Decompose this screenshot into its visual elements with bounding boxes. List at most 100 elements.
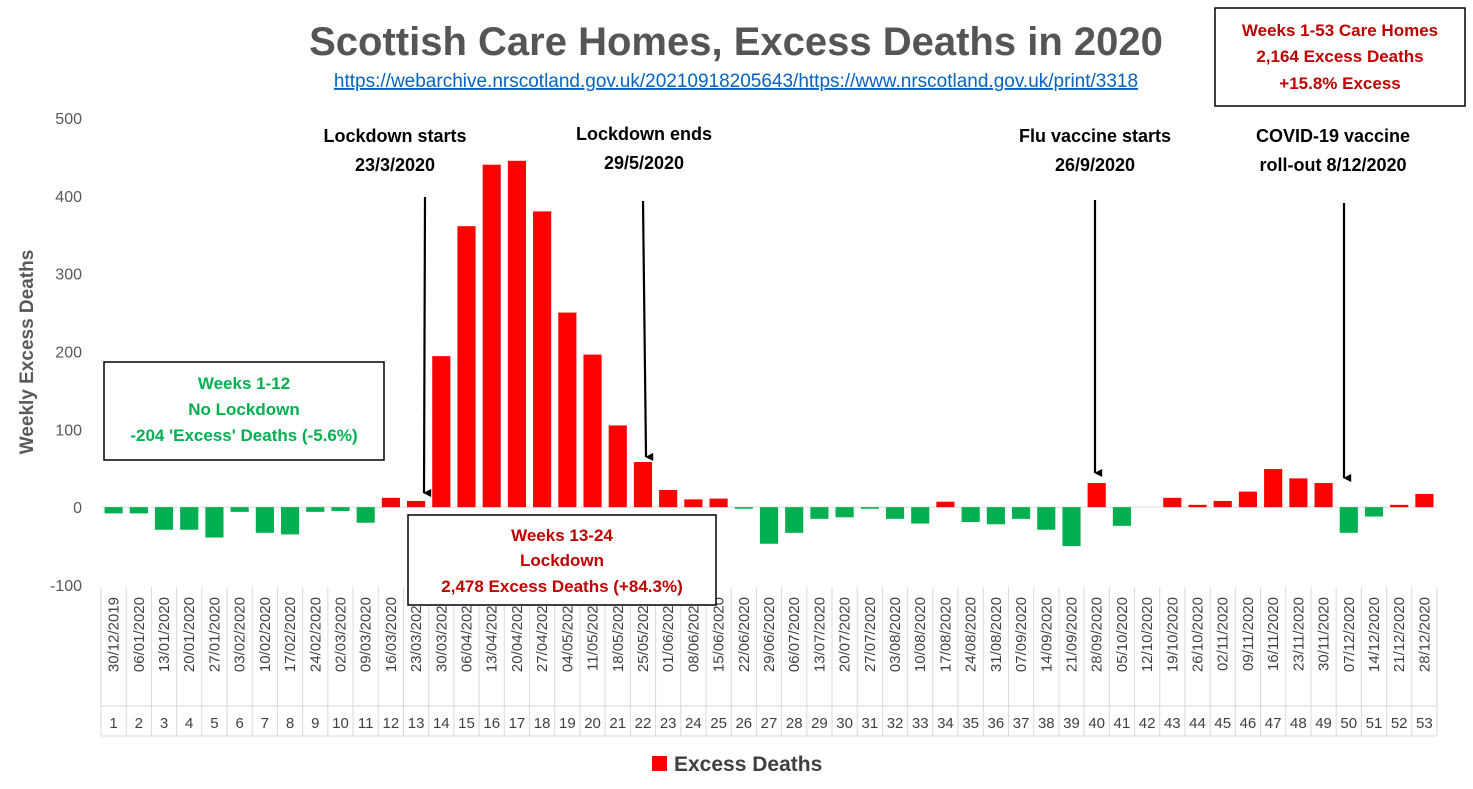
weeks-13-24-box: Weeks 13-24 Lockdown 2,478 Excess Deaths… bbox=[407, 514, 717, 606]
source-link[interactable]: https://webarchive.nrscotland.gov.uk/202… bbox=[334, 71, 1138, 92]
x-date-label: 14/12/2020 bbox=[1366, 597, 1383, 672]
bar bbox=[1289, 478, 1308, 508]
bar bbox=[280, 507, 300, 535]
bar bbox=[154, 507, 174, 530]
bar bbox=[381, 497, 400, 508]
x-date-label: 30/11/2020 bbox=[1316, 597, 1333, 671]
annotation-line2: roll-out 8/12/2020 bbox=[1259, 155, 1406, 175]
x-date-label: 26/10/2020 bbox=[1190, 597, 1207, 672]
x-date-label: 24/02/2020 bbox=[307, 597, 324, 672]
x-date-label: 21/09/2020 bbox=[1063, 597, 1080, 672]
bar bbox=[986, 507, 1005, 525]
x-date-label: 30/03/2020 bbox=[433, 597, 450, 672]
x-week-label: 17 bbox=[509, 715, 526, 732]
x-date-label: 16/03/2020 bbox=[383, 597, 400, 672]
bar bbox=[583, 354, 602, 508]
x-date-label: 15/06/2020 bbox=[711, 597, 728, 672]
bar bbox=[684, 499, 703, 508]
x-week-label: 48 bbox=[1290, 715, 1307, 732]
x-week-label: 5 bbox=[210, 715, 218, 732]
x-date-label: 22/06/2020 bbox=[736, 597, 753, 672]
y-tick-label: 200 bbox=[55, 345, 82, 362]
bar bbox=[482, 164, 501, 508]
x-week-label: 24 bbox=[685, 715, 702, 732]
weeks-1-53-line3: +15.8% Excess bbox=[1279, 74, 1400, 93]
x-week-label: 20 bbox=[584, 715, 601, 732]
weeks-1-12-line1: Weeks 1-12 bbox=[198, 374, 290, 393]
x-date-label: 06/01/2020 bbox=[131, 597, 148, 672]
x-week-label: 53 bbox=[1416, 715, 1433, 732]
x-week-label: 7 bbox=[261, 715, 269, 732]
bar bbox=[1339, 507, 1358, 533]
annotation-line1: Lockdown starts bbox=[323, 126, 466, 146]
x-date-label: 20/04/2020 bbox=[509, 597, 526, 672]
bar bbox=[1062, 507, 1081, 547]
annotation-line2: 29/5/2020 bbox=[604, 153, 684, 173]
x-date-label: 09/03/2020 bbox=[358, 597, 375, 672]
x-week-label: 10 bbox=[332, 715, 349, 732]
weeks-1-53-line2: 2,164 Excess Deaths bbox=[1256, 47, 1423, 66]
bar bbox=[608, 425, 627, 508]
x-week-label: 19 bbox=[559, 715, 576, 732]
x-week-label: 47 bbox=[1265, 715, 1282, 732]
x-week-label: 18 bbox=[534, 715, 551, 732]
legend-label: Excess Deaths bbox=[674, 753, 822, 776]
x-week-label: 40 bbox=[1088, 715, 1105, 732]
x-date-label: 17/08/2020 bbox=[937, 597, 954, 672]
bar bbox=[936, 501, 955, 508]
bar bbox=[407, 500, 426, 508]
x-week-label: 51 bbox=[1366, 715, 1383, 732]
x-week-label: 2 bbox=[135, 715, 143, 732]
bar bbox=[759, 507, 779, 544]
bar bbox=[457, 226, 476, 508]
y-tick-label: 100 bbox=[55, 422, 82, 439]
x-date-label: 27/07/2020 bbox=[862, 597, 879, 672]
x-week-label: 11 bbox=[358, 715, 374, 732]
weeks-1-53-box: Weeks 1-53 Care Homes 2,164 Excess Death… bbox=[1214, 7, 1466, 107]
x-date-label: 08/06/2020 bbox=[685, 597, 702, 672]
x-date-label: 16/11/2020 bbox=[1265, 597, 1282, 671]
x-axis: 30/12/2019 06/01/2020 13/01/2020 20/01/2020… bbox=[100, 506, 1438, 737]
weeks-13-24-box-frame bbox=[407, 514, 717, 606]
x-date-label: 17/02/2020 bbox=[282, 597, 299, 672]
bar bbox=[533, 211, 552, 508]
annotation-line1: Lockdown ends bbox=[576, 124, 712, 144]
x-week-label: 12 bbox=[383, 715, 400, 732]
x-week-label: 42 bbox=[1139, 715, 1156, 732]
bar bbox=[1188, 504, 1207, 508]
legend-swatch bbox=[652, 756, 667, 771]
x-week-label: 33 bbox=[912, 715, 929, 732]
x-date-label: 10/08/2020 bbox=[912, 597, 929, 672]
bar bbox=[1112, 507, 1131, 526]
x-date-label: 20/07/2020 bbox=[837, 597, 854, 672]
bar bbox=[835, 507, 854, 518]
x-date-label: 09/11/2020 bbox=[1240, 597, 1257, 671]
x-date-label: 30/12/2019 bbox=[106, 597, 123, 672]
x-week-label: 32 bbox=[887, 715, 904, 732]
x-week-label: 52 bbox=[1391, 715, 1408, 732]
x-week-label: 29 bbox=[811, 715, 828, 732]
x-week-label: 3 bbox=[160, 715, 168, 732]
x-date-label: 13/01/2020 bbox=[156, 597, 173, 672]
bar bbox=[1213, 500, 1232, 508]
x-week-label: 30 bbox=[836, 715, 853, 732]
x-week-label: 6 bbox=[235, 715, 243, 732]
x-date-label: 31/08/2020 bbox=[988, 597, 1005, 672]
x-date-label: 18/05/2020 bbox=[610, 597, 627, 672]
x-week-label: 13 bbox=[408, 715, 425, 732]
x-week-label: 46 bbox=[1240, 715, 1257, 732]
x-week-label: 37 bbox=[1013, 715, 1030, 732]
x-date-label: 28/12/2020 bbox=[1416, 597, 1433, 672]
x-date-label: 06/07/2020 bbox=[786, 597, 803, 672]
annotation-line1: Flu vaccine starts bbox=[1019, 126, 1171, 146]
bar bbox=[1163, 497, 1182, 508]
bar bbox=[1364, 507, 1384, 517]
bar bbox=[1415, 493, 1434, 508]
x-week-label: 9 bbox=[311, 715, 319, 732]
x-week-label: 43 bbox=[1164, 715, 1181, 732]
y-tick-label: 300 bbox=[55, 267, 82, 284]
x-date-label: 27/01/2020 bbox=[206, 597, 223, 672]
x-date-label: 23/03/2020 bbox=[408, 597, 425, 672]
y-tick-labels: 500 400 300 200 100 0 -100 bbox=[50, 111, 82, 595]
